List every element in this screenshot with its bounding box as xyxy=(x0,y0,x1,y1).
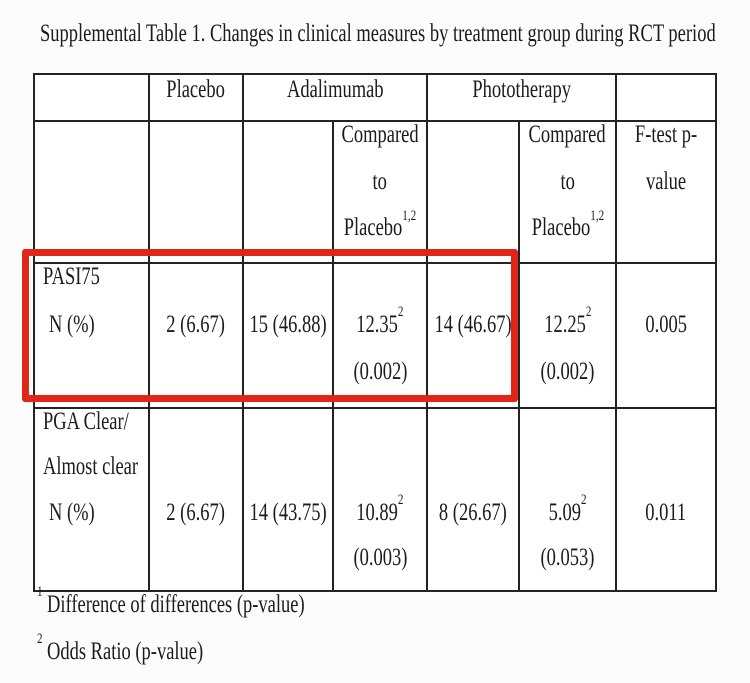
footnote-marker: 1,2 xyxy=(402,207,417,224)
header-empty-last xyxy=(617,75,715,122)
subheader-empty-2 xyxy=(150,122,244,264)
pga-ftest-p: 0.011 xyxy=(645,498,687,526)
table-title: Supplemental Table 1. Changes in clinica… xyxy=(40,20,750,48)
footnote-marker: 2 xyxy=(580,491,587,508)
subheader-ftest: F-test p- value xyxy=(617,121,715,264)
header-placebo: Placebo xyxy=(150,75,244,122)
footnote-2: 2 Odds Ratio (p-value) xyxy=(37,631,204,665)
pga-phototherapy-n: 8 (26.67) xyxy=(428,409,520,590)
subheader-ada-compared: Compared to Placebo1,2 xyxy=(334,121,428,264)
pasi75-ftest-p: 0.005 xyxy=(617,264,715,409)
row-pasi75-label: PASI75 N (%) xyxy=(35,263,150,409)
header-phototherapy: Phototherapy xyxy=(428,75,617,122)
pga-adalimumab-n: 14 (43.75) xyxy=(244,409,334,590)
footnote-1: 1 Difference of differences (p-value) xyxy=(37,584,305,618)
footnote-marker: 1,2 xyxy=(589,207,604,224)
pasi75-phototherapy-compared: 12.252 (0.002) xyxy=(520,264,617,409)
pasi75-adalimumab-compared: 12.352 (0.002) xyxy=(334,264,428,409)
subheader-empty-1 xyxy=(35,122,150,264)
subheader-empty-3 xyxy=(244,122,334,264)
header-empty-label xyxy=(35,75,150,122)
pga-adalimumab-compared: 10.892 (0.003) xyxy=(334,409,428,590)
subheader-photo-compared: Compared to Placebo1,2 xyxy=(520,121,617,264)
data-table: Placebo Adalimumab Phototherapy Compared… xyxy=(33,73,717,592)
pga-placebo-value: 2 (6.67) xyxy=(150,409,244,590)
subheader-empty-4 xyxy=(428,122,520,264)
highlight-box xyxy=(22,249,518,402)
footnote-marker: 2 xyxy=(398,304,404,321)
pasi75-adalimumab-n: 15 (46.88) xyxy=(244,264,334,409)
footnote-1-marker: 1 xyxy=(37,584,43,601)
pga-phototherapy-compared: 5.092 (0.053) xyxy=(520,409,617,590)
footnote-marker: 2 xyxy=(585,304,592,321)
table-title-text: Supplemental Table 1. Changes in clinica… xyxy=(40,20,716,47)
pasi75-placebo-value: 2 (6.67) xyxy=(150,264,244,409)
footnote-2-marker: 2 xyxy=(37,631,43,648)
pasi75-phototherapy-n: 14 (46.67) xyxy=(428,264,520,409)
footnote-marker: 2 xyxy=(398,491,404,508)
row-pga-label: PGA Clear/ Almost clear N (%) xyxy=(35,408,150,590)
header-adalimumab: Adalimumab xyxy=(244,75,428,122)
